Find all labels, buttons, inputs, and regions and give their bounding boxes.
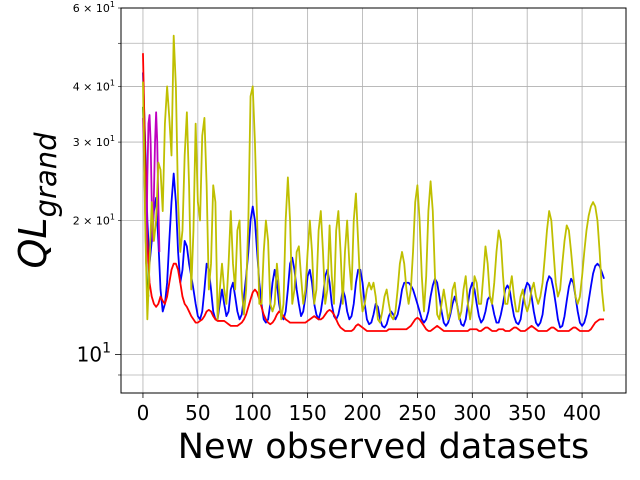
axis-ticks: 0 50 100 150 200 250 300 350 400 101 2 × 101 3 × 10… bbox=[73, 0, 601, 425]
plot-series bbox=[142, 34, 605, 332]
y-axis-label-main: QL bbox=[11, 217, 55, 268]
x-tick-label: 400 bbox=[563, 401, 601, 425]
series-line-0 bbox=[142, 72, 605, 329]
y-tick-label: 4 × 101 bbox=[73, 78, 115, 93]
y-tick-label: 6 × 101 bbox=[73, 0, 115, 15]
series-line-4 bbox=[142, 34, 605, 324]
x-axis-label: New observed datasets bbox=[178, 427, 589, 467]
x-tick-label: 200 bbox=[343, 401, 381, 425]
series-line-1 bbox=[142, 53, 605, 332]
y-tick-label: 101 bbox=[77, 341, 111, 367]
x-tick-label: 0 bbox=[137, 401, 150, 425]
x-tick-label: 150 bbox=[289, 401, 327, 425]
y-tick-label: 2 × 101 bbox=[73, 213, 115, 228]
x-tick-label: 350 bbox=[508, 401, 546, 425]
x-tick-label: 300 bbox=[453, 401, 491, 425]
plot-area-frame bbox=[120, 7, 627, 394]
y-axis-label: QLgrand bbox=[11, 132, 63, 269]
x-tick-label: 100 bbox=[234, 401, 272, 425]
y-tick-label: 3 × 101 bbox=[73, 134, 115, 149]
y-axis-label-subscript: grand bbox=[29, 132, 63, 217]
x-tick-label: 50 bbox=[185, 401, 210, 425]
x-tick-label: 250 bbox=[398, 401, 436, 425]
